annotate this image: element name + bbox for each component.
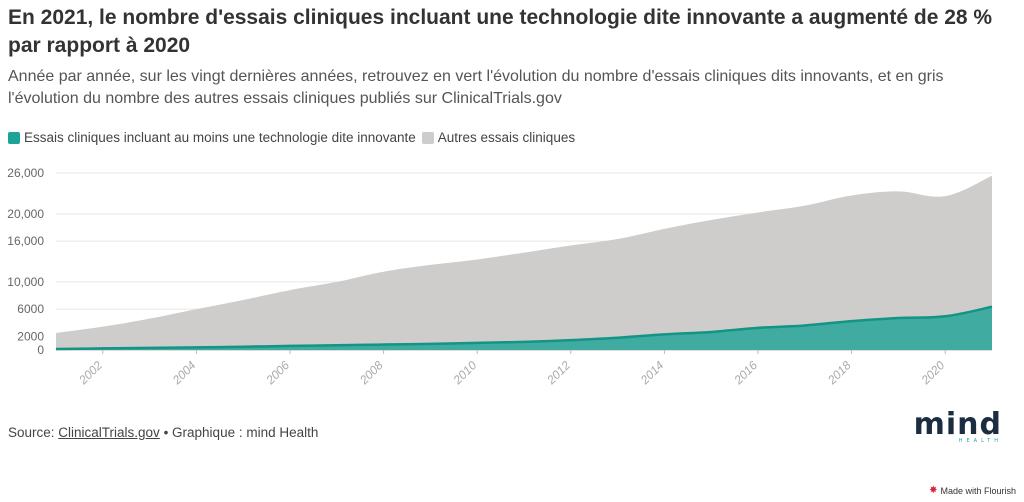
source-link[interactable]: ClinicalTrials.gov [58,425,160,440]
mind-health-logo: mind HEALTH [913,407,1002,445]
legend-swatch-innovative [8,131,20,144]
x-tick-label: 2014 [637,358,667,388]
source-prefix: Source: [8,425,59,440]
x-tick-label: 2004 [169,358,199,388]
x-tick-label: 2012 [543,358,573,388]
x-tick-label: 2002 [75,358,105,388]
y-tick-label: 16,000 [7,234,44,248]
x-tick-label: 2016 [731,358,761,388]
y-tick-label: 26,000 [7,166,44,180]
x-tick-label: 2010 [450,358,480,388]
legend-label-innovative: Essais cliniques incluant au moins une t… [24,130,416,145]
y-tick-label: 2000 [17,329,44,343]
area-series [55,175,993,351]
chart-footer: Source: ClinicalTrials.gov • Graphique :… [8,425,318,440]
chart-header: En 2021, le nombre d'essais cliniques in… [8,4,1013,110]
area-essais-innovants [56,306,992,350]
chart-title: En 2021, le nombre d'essais cliniques in… [8,6,993,57]
legend-item-innovative[interactable]: Essais cliniques incluant au moins une t… [8,130,416,145]
credit-text: • Graphique : mind Health [159,425,319,440]
legend-swatch-other [421,131,434,144]
legend-label-other: Autres essais cliniques [437,130,576,145]
chart-subtitle: Année par année, sur les vingt dernières… [8,68,944,107]
y-tick-label: 10,000 [7,275,44,289]
flourish-icon: ✸ [929,485,938,496]
logo-subtext: HEALTH [958,438,1002,444]
flourish-label: Made with Flourish [940,485,1016,496]
flourish-credit[interactable]: ✸ Made with Flourish [929,485,1016,496]
x-tick-label: 2020 [918,358,948,388]
x-tick-label: 2018 [824,358,854,388]
logo-wordmark: mind [913,407,1002,442]
y-tick-label: 0 [37,343,44,357]
y-tick-label: 20,000 [7,207,44,221]
x-tick-label: 2008 [356,358,386,388]
x-tick-label: 2006 [263,358,293,388]
x-axis: 2002 2004 2006 2008 2010 2012 2014 2016 2018 2020 [75,350,948,388]
area-autres-essais [56,175,992,350]
legend-item-other[interactable]: Autres essais cliniques [421,130,576,145]
y-tick-label: 6000 [17,302,44,316]
chart-legend: Essais cliniques incluant au moins une t… [8,130,581,145]
line-essais-innovants [55,305,993,351]
